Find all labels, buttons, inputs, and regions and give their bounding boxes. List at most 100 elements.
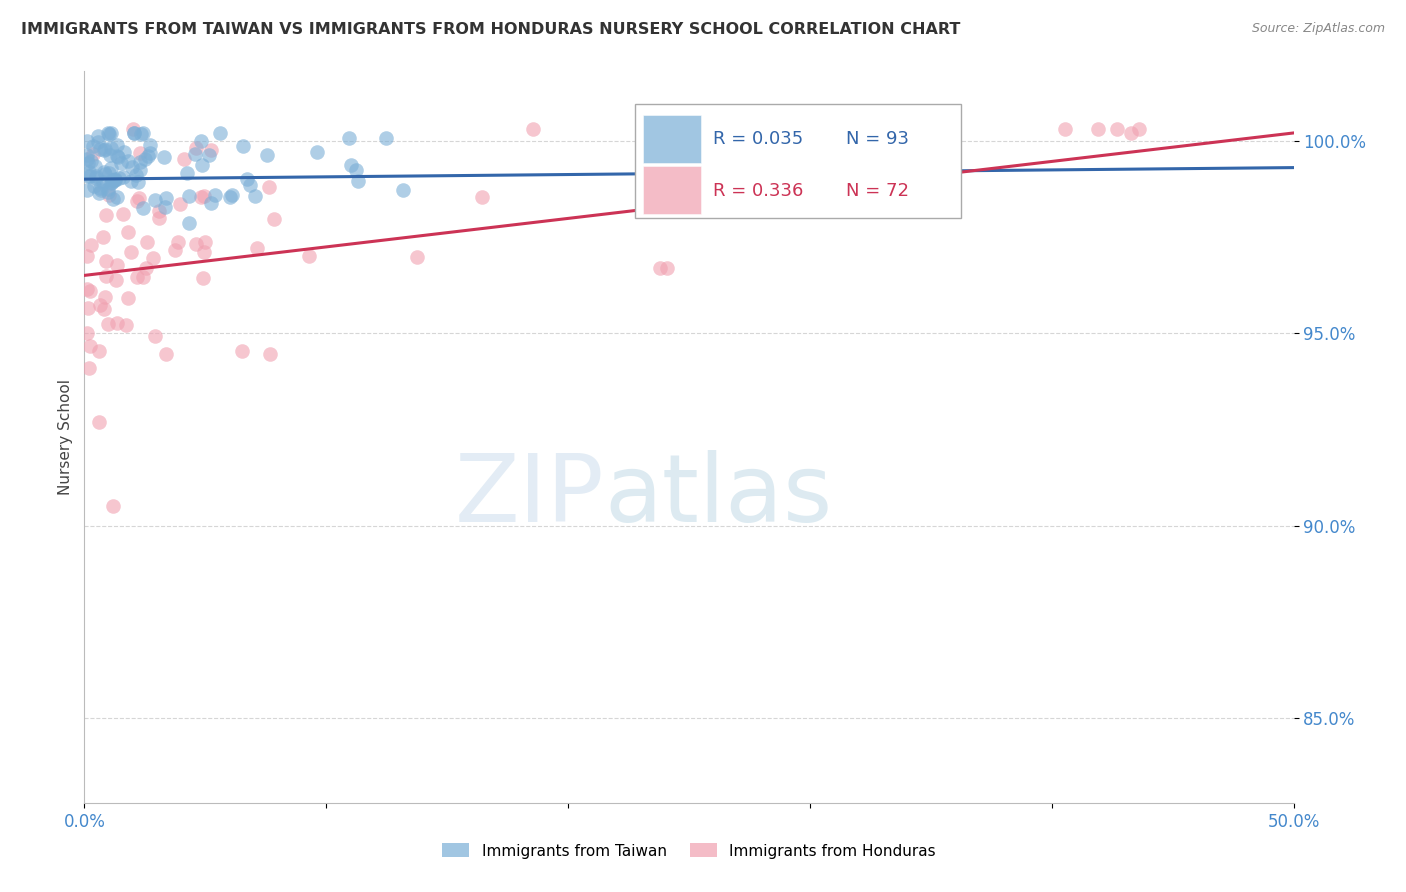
Point [297, 249, 319, 263]
Point [922, 165, 945, 179]
Point [79, 169, 101, 184]
Point [115, 318, 138, 333]
Point [256, 147, 278, 161]
Point [93, 167, 115, 181]
Point [305, 145, 328, 159]
Point [197, 147, 219, 161]
Point [101, 172, 124, 186]
Point [132, 269, 155, 284]
FancyBboxPatch shape [643, 115, 702, 163]
Point [93, 165, 115, 179]
Point [191, 271, 214, 285]
Point [136, 235, 159, 249]
Point [239, 178, 262, 192]
Point [190, 190, 212, 204]
Point [1128, 122, 1150, 136]
Point [152, 149, 174, 163]
Point [110, 155, 132, 169]
Point [125, 168, 148, 182]
Point [204, 187, 226, 202]
Point [98, 128, 121, 142]
Point [79, 154, 101, 169]
Point [97, 182, 120, 196]
Point [257, 180, 280, 194]
Point [127, 269, 149, 284]
Point [77, 165, 100, 179]
Text: R = 0.336: R = 0.336 [713, 182, 803, 200]
Point [93, 143, 115, 157]
Point [200, 195, 222, 210]
Point [76, 301, 98, 316]
Point [100, 141, 122, 155]
Point [1107, 122, 1129, 136]
Point [97, 166, 120, 180]
Text: atlas: atlas [605, 450, 832, 541]
Point [183, 147, 205, 161]
Point [263, 212, 285, 227]
Point [103, 172, 125, 186]
FancyBboxPatch shape [643, 167, 702, 214]
Point [107, 150, 129, 164]
Point [83, 159, 105, 173]
Point [166, 235, 188, 249]
Point [111, 207, 134, 221]
Point [142, 251, 165, 265]
Point [76, 183, 98, 197]
Point [134, 152, 156, 166]
Point [100, 161, 122, 175]
Point [96, 269, 118, 284]
Point [177, 188, 200, 202]
Point [98, 148, 121, 162]
FancyBboxPatch shape [634, 104, 962, 218]
Point [173, 153, 195, 167]
Point [872, 122, 894, 136]
Point [103, 173, 125, 187]
Point [139, 146, 162, 161]
Point [184, 141, 207, 155]
Point [76, 326, 98, 340]
Point [259, 346, 281, 360]
Point [120, 245, 142, 260]
Point [120, 174, 142, 188]
Point [153, 201, 176, 215]
Point [200, 143, 222, 157]
Point [375, 131, 398, 145]
Point [346, 174, 368, 188]
Point [76, 135, 98, 149]
Point [139, 138, 162, 153]
Text: IMMIGRANTS FROM TAIWAN VS IMMIGRANTS FROM HONDURAS NURSERY SCHOOL CORRELATION CH: IMMIGRANTS FROM TAIWAN VS IMMIGRANTS FRO… [21, 22, 960, 37]
Point [84, 169, 107, 183]
Point [83, 178, 105, 193]
Point [105, 189, 128, 203]
Text: N = 93: N = 93 [846, 130, 910, 148]
Point [177, 216, 200, 230]
Point [97, 126, 120, 140]
Point [94, 254, 117, 268]
Point [89, 186, 111, 201]
Point [219, 190, 242, 204]
Point [87, 415, 110, 429]
Point [232, 138, 254, 153]
Point [76, 249, 98, 263]
Point [346, 162, 368, 177]
Text: R = 0.035: R = 0.035 [713, 130, 803, 148]
Point [1053, 122, 1076, 136]
Point [129, 163, 152, 178]
Point [124, 126, 146, 140]
Point [104, 272, 127, 286]
Point [190, 134, 212, 148]
Point [132, 126, 155, 140]
Point [339, 131, 361, 145]
Point [101, 192, 124, 206]
Point [128, 155, 150, 169]
Point [91, 230, 114, 244]
Point [90, 183, 112, 197]
Point [194, 235, 217, 249]
Point [89, 142, 111, 156]
Point [191, 157, 214, 171]
Point [79, 284, 101, 298]
Point [100, 176, 122, 190]
Point [100, 126, 122, 140]
Point [243, 188, 266, 202]
Point [136, 149, 159, 163]
